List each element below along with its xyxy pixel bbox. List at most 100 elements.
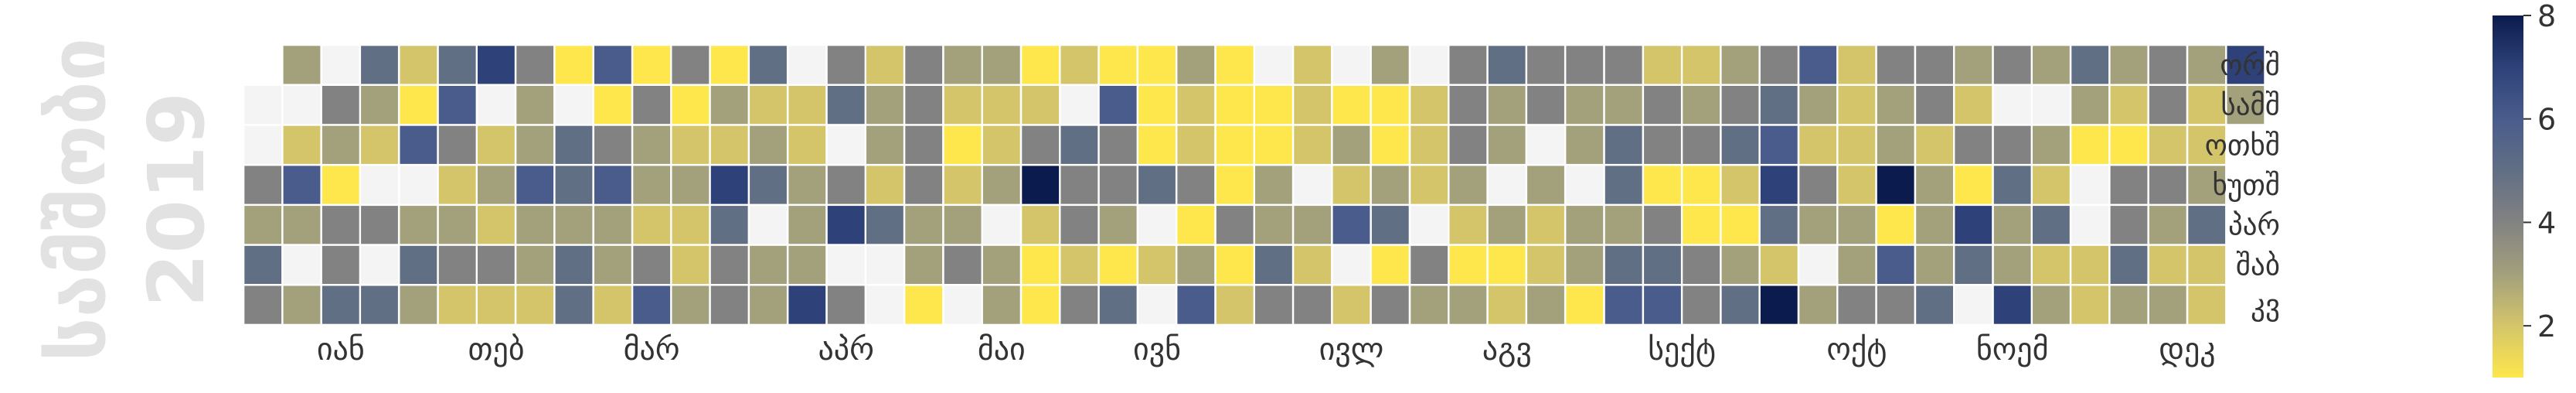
day-cell (1449, 245, 1487, 284)
day-cell (1099, 245, 1137, 284)
day-cell (982, 166, 1020, 204)
day-cell (1838, 46, 1876, 84)
heatmap-cells (244, 46, 2265, 324)
day-cell (361, 166, 398, 204)
day-cell (1022, 125, 1060, 164)
day-cell (2227, 86, 2265, 125)
day-cell (1332, 46, 1370, 84)
day-cell (400, 245, 437, 284)
day-cell (1760, 125, 1798, 164)
day-cell (244, 166, 282, 204)
day-cell (1294, 285, 1332, 324)
month-label: ოქტ (1826, 332, 1887, 367)
day-cell (1294, 245, 1332, 284)
day-cell (1838, 206, 1876, 244)
day-cell (283, 245, 321, 284)
day-cell (1799, 46, 1837, 84)
colorbar-tick-label: 2 (2537, 309, 2556, 343)
day-cell (1216, 46, 1254, 84)
day-cell (982, 125, 1020, 164)
day-cell (1488, 125, 1526, 164)
day-cell (633, 46, 671, 84)
weekday-label: ორშ (2220, 49, 2280, 82)
day-cell (1877, 166, 1914, 204)
month-label: აგვ (1482, 332, 1532, 367)
day-cell (244, 86, 282, 125)
day-cell (478, 206, 515, 244)
day-cell (1527, 245, 1564, 284)
day-cell (1993, 206, 2031, 244)
day-cell (672, 46, 710, 84)
day-cell (944, 206, 982, 244)
day-cell (594, 166, 631, 204)
day-cell (1255, 166, 1292, 204)
weekday-label: კვ (2251, 289, 2280, 322)
day-cell (1721, 285, 1759, 324)
day-cell (1955, 46, 1992, 84)
day-cell (827, 46, 865, 84)
day-cell (866, 46, 903, 84)
day-cell (555, 86, 593, 125)
day-cell (1993, 125, 2031, 164)
day-cell (2033, 125, 2070, 164)
day-cell (788, 166, 826, 204)
day-cell (1177, 245, 1215, 284)
day-cell (594, 46, 631, 84)
day-cell (1877, 206, 1914, 244)
day-cell (866, 86, 903, 125)
day-cell (710, 46, 748, 84)
day-cell (1838, 166, 1876, 204)
day-cell (1760, 46, 1798, 84)
month-label: დეკ (2159, 332, 2215, 367)
day-cell (633, 285, 671, 324)
day-cell (750, 46, 787, 84)
day-cell (1449, 46, 1487, 84)
day-cell (1177, 166, 1215, 204)
day-cell (1138, 206, 1176, 244)
day-cell (1216, 166, 1254, 204)
day-cell (944, 46, 982, 84)
day-cell (1488, 245, 1526, 284)
day-cell (2149, 166, 2186, 204)
colorbar-tick-label: 6 (2537, 103, 2556, 137)
day-cell (1060, 166, 1098, 204)
side-label: სამშობი (32, 38, 123, 361)
day-cell (1604, 46, 1642, 84)
day-cell (1838, 125, 1876, 164)
day-cell (905, 245, 943, 284)
day-cell (1877, 245, 1914, 284)
day-cell (322, 86, 359, 125)
day-cell (750, 245, 787, 284)
day-cell (1138, 285, 1176, 324)
day-cell (400, 125, 437, 164)
day-cell (905, 125, 943, 164)
day-cell (555, 166, 593, 204)
day-cell (1993, 285, 2031, 324)
day-cell (1955, 166, 1992, 204)
day-cell (944, 285, 982, 324)
day-cell (438, 206, 476, 244)
day-cell (1604, 166, 1642, 204)
day-cell (672, 86, 710, 125)
day-cell (1604, 245, 1642, 284)
day-cell (1411, 46, 1448, 84)
day-cell (1644, 46, 1681, 84)
day-cell (2188, 46, 2226, 84)
day-cell (1022, 206, 1060, 244)
day-cell (2188, 206, 2226, 244)
day-cell (1138, 86, 1176, 125)
day-cell (244, 285, 282, 324)
day-cell (1138, 245, 1176, 284)
day-cell (1332, 245, 1370, 284)
day-cell (982, 285, 1020, 324)
day-cell (1294, 125, 1332, 164)
day-cell (710, 245, 748, 284)
day-cell (361, 46, 398, 84)
day-cell (1138, 125, 1176, 164)
day-cell (2188, 285, 2226, 324)
day-cell (516, 206, 554, 244)
day-cell (361, 285, 398, 324)
day-cell (1955, 245, 1992, 284)
day-cell (1838, 86, 1876, 125)
day-cell (710, 86, 748, 125)
